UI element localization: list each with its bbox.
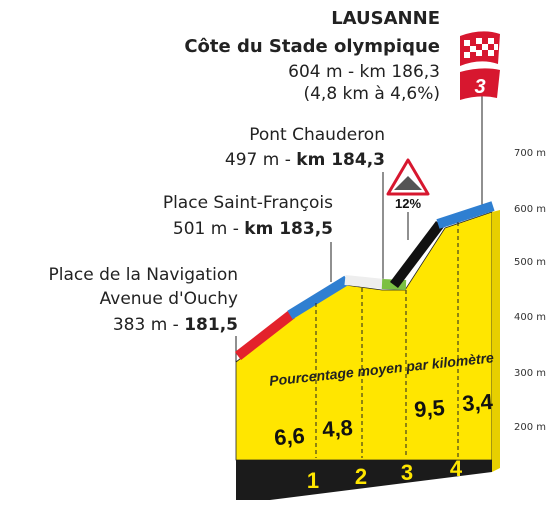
profile-side xyxy=(492,210,500,472)
elevation-label: 300 m xyxy=(514,368,546,379)
waypoint-name: Place de la Navigation xyxy=(49,265,239,285)
km-marker: 2 xyxy=(355,464,367,489)
steep-sign: 12% xyxy=(386,158,430,240)
km-marker: 4 xyxy=(450,456,463,481)
waypoint-altitude: 497 m - xyxy=(225,150,296,170)
waypoint-km: 181,5 xyxy=(184,315,238,335)
elevation-label: 600 m xyxy=(514,204,546,215)
waypoint-info: 501 m - km 183,5 xyxy=(173,219,333,239)
km-dividers xyxy=(315,222,459,458)
profile-base xyxy=(236,460,492,500)
climb-detail: (4,8 km à 4,6%) xyxy=(303,84,440,104)
steepest: 12% xyxy=(395,196,421,211)
waypoint-name: Place Saint-François xyxy=(163,193,333,213)
elevation-label: 200 m xyxy=(514,422,546,433)
gradient: 9,5 xyxy=(413,395,445,422)
waypoint-altitude: 383 m - xyxy=(113,315,184,335)
elevation-label: 500 m xyxy=(514,257,546,268)
km-marker: 1 xyxy=(307,468,319,493)
gradient: 4,8 xyxy=(321,415,353,442)
waypoint-info: 497 m - km 184,3 xyxy=(225,150,385,170)
waypoint-altitude: 501 m - xyxy=(173,219,244,239)
waypoint-km: km 184,3 xyxy=(296,150,385,170)
waypoint-info: 383 m - 181,5 xyxy=(113,315,238,335)
waypoint-name: Pont Chauderon xyxy=(249,125,385,145)
category: 3 xyxy=(474,76,485,98)
gradient: 6,6 xyxy=(273,423,305,450)
elevation-label: 400 m xyxy=(514,312,546,323)
elevation-label: 700 m xyxy=(514,148,546,159)
climb-stats: 604 m - km 186,3 xyxy=(288,62,440,82)
gradient: 3,4 xyxy=(461,389,494,416)
waypoint-name: Avenue d'Ouchy xyxy=(100,289,238,309)
road-band xyxy=(234,201,495,360)
km-marker: 3 xyxy=(401,460,413,485)
profile-face xyxy=(235,211,493,461)
climb-name: Côte du Stade olympique xyxy=(184,36,440,57)
waypoint-km: km 183,5 xyxy=(244,219,333,239)
place: LAUSANNE xyxy=(331,8,440,29)
category-flag: 3 xyxy=(460,31,500,208)
